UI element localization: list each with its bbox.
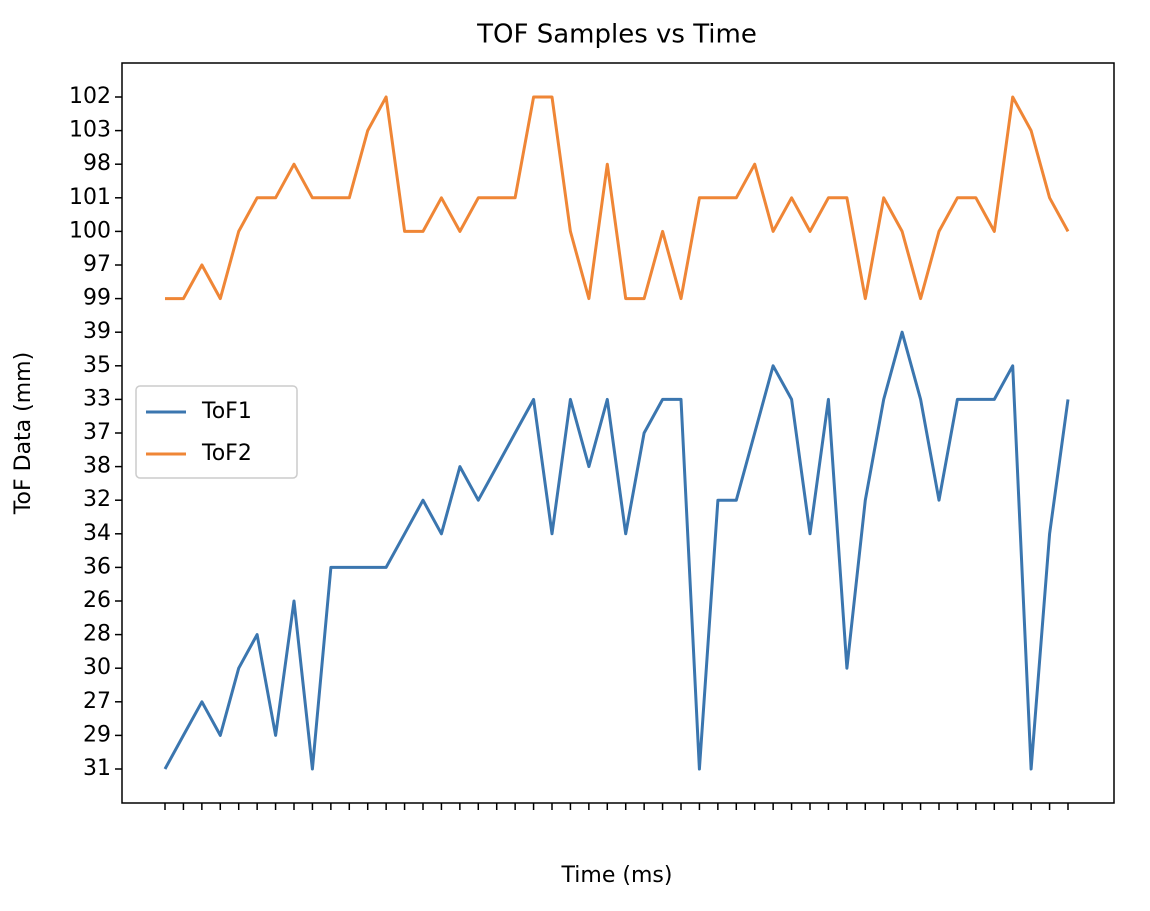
series-line: [165, 95, 1070, 301]
y-tick-label: 102: [69, 84, 111, 109]
y-tick-label: 34: [83, 521, 111, 546]
legend-label: ToF2: [201, 441, 252, 466]
y-tick-label: 36: [83, 554, 111, 579]
y-tick-label: 30: [83, 655, 111, 680]
y-tick-label: 26: [83, 588, 111, 613]
y-tick-label: 28: [83, 622, 111, 647]
y-tick-label: 27: [83, 689, 111, 714]
y-axis-label: ToF Data (mm): [11, 352, 36, 515]
y-tick-label: 97: [83, 252, 111, 277]
y-tick-label: 33: [83, 386, 111, 411]
y-tick-label: 35: [83, 353, 111, 378]
y-tick-label: 31: [83, 756, 111, 781]
y-tick-label: 100: [69, 218, 111, 243]
legend-label: ToF1: [201, 399, 252, 424]
chart-title: TOF Samples vs Time: [476, 20, 757, 50]
x-axis-label: Time (ms): [561, 863, 673, 888]
series-line: [163, 330, 1070, 771]
y-tick-label: 98: [83, 151, 111, 176]
y-tick-label: 38: [83, 454, 111, 479]
y-tick-label: 103: [69, 118, 111, 143]
y-tick-label: 101: [69, 185, 111, 210]
y-tick-label: 37: [83, 420, 111, 445]
y-tick-label: 32: [83, 487, 111, 512]
y-tick-label: 29: [83, 722, 111, 747]
y-tick-label: 99: [83, 286, 111, 311]
y-tick-label: 39: [83, 319, 111, 344]
